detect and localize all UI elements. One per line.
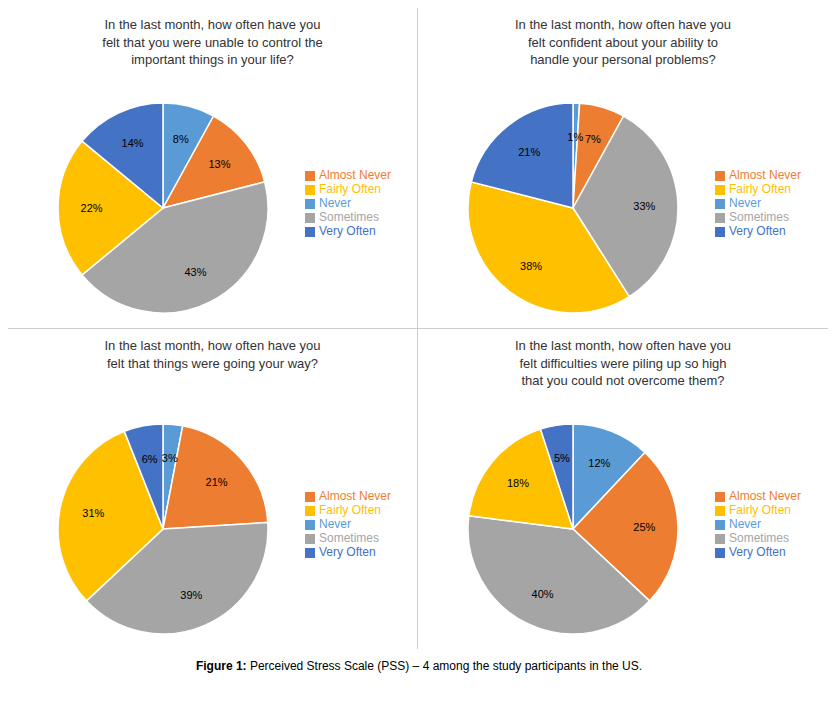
html-text:Never: Never: [729, 517, 761, 531]
html-text:In the last month, how often h: In the last month, how often have you fe…: [102, 17, 323, 68]
html-text:Never: Never: [729, 196, 761, 210]
html-text:Fairly Often: Fairly Often: [729, 182, 791, 196]
html-text:Fairly Often: Fairly Often: [729, 503, 791, 517]
svg-text:5%: 5%: [554, 452, 570, 464]
html-text:Almost Never: Almost Never: [729, 489, 801, 503]
html-text:Sometimes: Sometimes: [729, 531, 789, 545]
html-text:Almost Never: Almost Never: [319, 489, 391, 503]
html-text:Sometimes: Sometimes: [319, 531, 379, 545]
svg-text:7%: 7%: [585, 133, 601, 145]
svg-text:40%: 40%: [532, 588, 554, 600]
html-text:Very Often: Very Often: [319, 545, 376, 559]
html-text:Almost Never: Almost Never: [729, 168, 801, 182]
html-text:In the last month, how often h: In the last month, how often have you fe…: [515, 338, 731, 389]
html-text:Sometimes: Sometimes: [319, 210, 379, 224]
svg-text:3%: 3%: [162, 452, 178, 464]
html-text:In the last month, how often h: In the last month, how often have you fe…: [515, 17, 731, 68]
svg-text:38%: 38%: [520, 260, 542, 272]
svg-text:6%: 6%: [142, 453, 158, 465]
svg-text:18%: 18%: [507, 477, 529, 489]
html-text:Figure 1: Perceived Stress Sca: Figure 1: Perceived Stress Scale (PSS) –…: [195, 659, 643, 673]
svg-text:31%: 31%: [82, 507, 104, 519]
html-text:Almost Never: Almost Never: [319, 168, 391, 182]
svg-text:39%: 39%: [180, 589, 202, 601]
svg-text:43%: 43%: [184, 266, 206, 278]
html-text:Very Often: Very Often: [319, 224, 376, 238]
html-text:Never: Never: [319, 517, 351, 531]
svg-text:33%: 33%: [633, 200, 655, 212]
svg-text:13%: 13%: [208, 158, 230, 170]
svg-text:21%: 21%: [518, 146, 540, 158]
svg-text:22%: 22%: [81, 202, 103, 214]
html-text:Fairly Often: Fairly Often: [319, 503, 381, 517]
html-text:Sometimes: Sometimes: [729, 210, 789, 224]
svg-text:8%: 8%: [173, 133, 189, 145]
svg-text:1%: 1%: [567, 131, 583, 143]
svg-text:21%: 21%: [206, 476, 228, 488]
svg-text:12%: 12%: [588, 457, 610, 469]
html-text:Never: Never: [319, 196, 351, 210]
html-text:Very Often: Very Often: [729, 224, 786, 238]
svg-text:14%: 14%: [122, 137, 144, 149]
html-text:In the last month, how often h: In the last month, how often have you fe…: [104, 338, 321, 371]
html-text:Very Often: Very Often: [729, 545, 786, 559]
html-text:Fairly Often: Fairly Often: [319, 182, 381, 196]
svg-text:25%: 25%: [633, 521, 655, 533]
